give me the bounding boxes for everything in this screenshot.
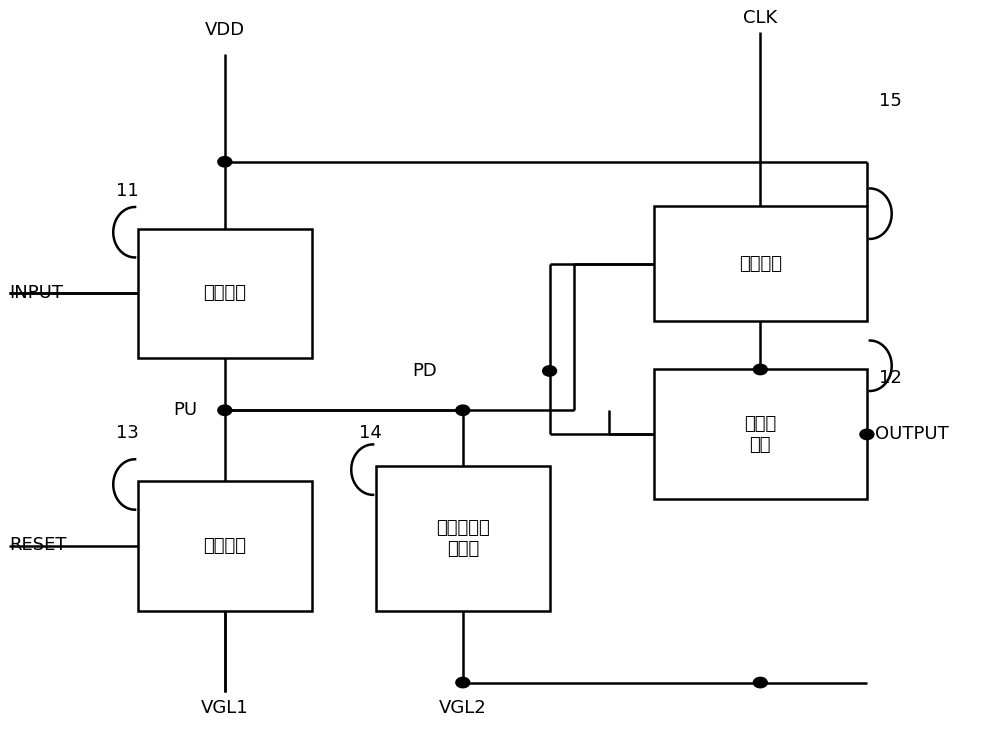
FancyBboxPatch shape bbox=[138, 229, 312, 359]
Text: 11: 11 bbox=[116, 182, 139, 200]
FancyBboxPatch shape bbox=[654, 369, 867, 499]
Text: 输出单元: 输出单元 bbox=[739, 255, 782, 273]
Circle shape bbox=[456, 678, 470, 688]
Text: 下拉节点控
制单元: 下拉节点控 制单元 bbox=[436, 519, 490, 558]
Circle shape bbox=[218, 156, 232, 167]
FancyBboxPatch shape bbox=[138, 481, 312, 611]
Text: CLK: CLK bbox=[743, 9, 777, 27]
Text: VGL2: VGL2 bbox=[439, 699, 487, 717]
Text: OUTPUT: OUTPUT bbox=[875, 426, 949, 444]
FancyBboxPatch shape bbox=[654, 206, 867, 321]
Text: 输入单元: 输入单元 bbox=[203, 284, 246, 302]
Text: 12: 12 bbox=[879, 369, 902, 387]
Text: PD: PD bbox=[412, 362, 437, 380]
Text: 15: 15 bbox=[879, 92, 902, 110]
Text: INPUT: INPUT bbox=[9, 284, 63, 302]
Text: PU: PU bbox=[173, 401, 198, 419]
Text: 14: 14 bbox=[359, 424, 382, 442]
Circle shape bbox=[753, 364, 767, 374]
Circle shape bbox=[860, 429, 874, 440]
Text: 复位单元: 复位单元 bbox=[203, 537, 246, 555]
Text: VDD: VDD bbox=[205, 21, 245, 39]
Text: 13: 13 bbox=[116, 424, 139, 442]
FancyBboxPatch shape bbox=[376, 466, 550, 611]
Circle shape bbox=[543, 365, 557, 376]
Circle shape bbox=[753, 678, 767, 688]
Circle shape bbox=[218, 405, 232, 415]
Text: VGL1: VGL1 bbox=[201, 699, 249, 717]
Text: 充放电
单元: 充放电 单元 bbox=[744, 415, 776, 453]
Text: RESET: RESET bbox=[9, 536, 67, 554]
Circle shape bbox=[456, 405, 470, 415]
